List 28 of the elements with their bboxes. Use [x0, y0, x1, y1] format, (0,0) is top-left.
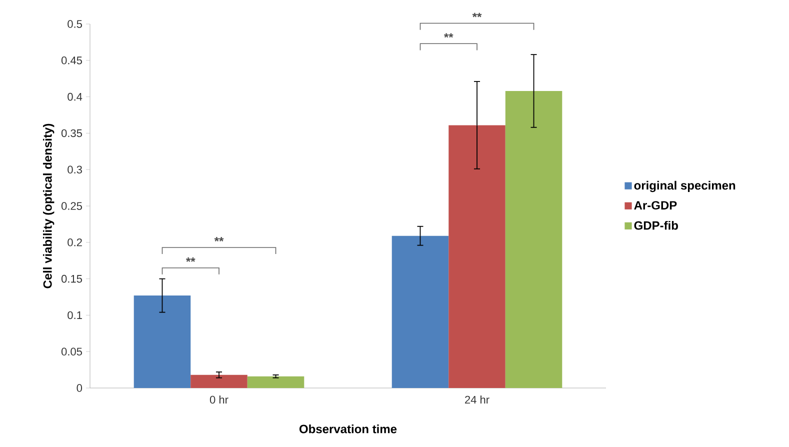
text: ** — [472, 12, 482, 18]
x-tick-label: 24 hr — [465, 396, 490, 404]
x-tick-label: 0 hr — [210, 396, 228, 404]
y-tick-label: 0.45 — [61, 56, 82, 64]
bar — [392, 236, 449, 388]
y-tick-label: 0.35 — [61, 129, 82, 138]
x-axis-title: Observation time — [299, 424, 397, 434]
bar — [505, 90, 562, 388]
annotation: ** — [214, 237, 224, 242]
y-tick-label: 0.15 — [61, 274, 82, 283]
legend-label: GDP-fib — [634, 220, 678, 230]
bar — [134, 296, 191, 388]
y-tick-label: 0.4 — [68, 92, 82, 101]
y-tick-label: 0.2 — [68, 238, 82, 246]
y-axis-title: Cell viability (optical density) — [43, 124, 54, 288]
bar — [190, 374, 248, 388]
legend-label: original specimen — [634, 180, 736, 192]
annotation: ** — [186, 257, 196, 262]
annotation: ** — [444, 33, 454, 38]
y-tick-label: 0.1 — [68, 311, 82, 320]
y-tick-label: 0.05 — [61, 348, 82, 356]
legend-label: Ar-GDP — [634, 201, 677, 210]
y-tick-label: 0.25 — [61, 202, 82, 210]
bar — [448, 125, 506, 388]
y-tick-label: 0 — [76, 384, 82, 392]
y-tick-label: 0.3 — [68, 166, 82, 174]
y-tick-label: 0.5 — [68, 20, 82, 28]
bar — [247, 376, 304, 388]
